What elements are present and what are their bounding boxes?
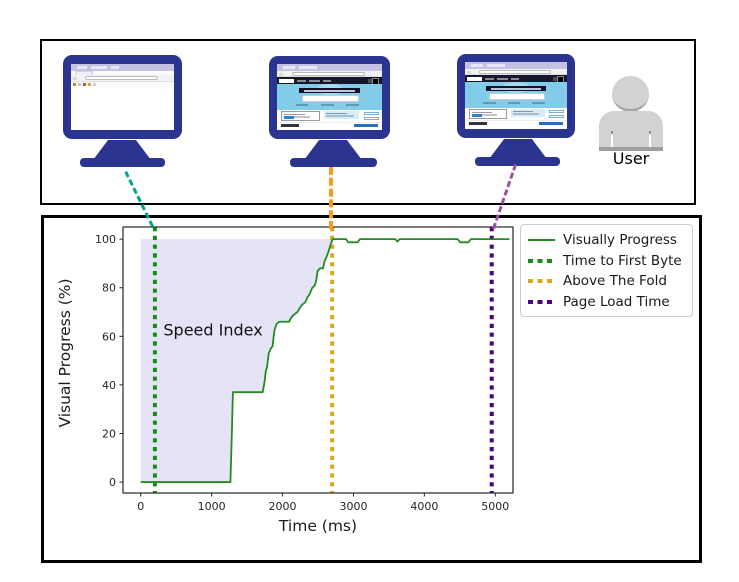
webpage-navbar <box>465 75 567 83</box>
y-axis-label: Visual Progress (%) <box>56 278 74 428</box>
url-field <box>291 72 366 76</box>
back-icon <box>73 76 77 80</box>
form-field <box>363 116 380 120</box>
monitor-base <box>290 158 377 167</box>
hero-search-box <box>302 95 359 102</box>
legend-item: Time to First Byte <box>528 251 685 272</box>
url-field <box>85 76 158 80</box>
webpage-footer <box>277 122 382 128</box>
browser-window-blank <box>71 64 174 130</box>
monitor-bezel <box>457 54 575 138</box>
hero-search-box <box>489 93 545 100</box>
monitor-neck <box>489 139 547 159</box>
svg-text:4000: 4000 <box>410 500 438 513</box>
nav-button <box>368 78 372 83</box>
connector-above-fold <box>329 167 333 229</box>
browser-toolbar <box>71 75 174 82</box>
cta-button <box>472 113 483 117</box>
legend-item: Visually Progress <box>528 230 685 251</box>
svg-text:3000: 3000 <box>339 500 367 513</box>
legend-dotted-marker <box>528 299 555 304</box>
user-avatar-head <box>612 76 649 112</box>
webpage-footer <box>465 120 567 126</box>
webpage-hero <box>465 82 567 108</box>
browser-window-loaded <box>277 64 382 130</box>
url-field <box>479 70 551 74</box>
monitor-neck <box>304 140 362 160</box>
legend-line-marker <box>528 239 555 242</box>
webpage-content <box>465 108 567 120</box>
svg-text:0: 0 <box>137 500 144 513</box>
webpage-content <box>277 110 382 122</box>
monitor-neck <box>93 140 151 160</box>
svg-text:40: 40 <box>102 379 116 392</box>
browser-toolbar <box>465 69 567 75</box>
svg-text:60: 60 <box>102 330 116 343</box>
svg-text:80: 80 <box>102 282 116 295</box>
hero-headline-banner <box>299 88 360 93</box>
svg-text:1000: 1000 <box>198 500 226 513</box>
form-field <box>549 109 565 113</box>
browser-toolbar <box>277 71 382 77</box>
speed-index-label: Speed Index <box>163 321 263 341</box>
monitor-base <box>475 157 560 166</box>
browser-states-panel <box>40 39 696 205</box>
chart-legend: Visually Progress Time to First Byte Abo… <box>520 224 693 317</box>
nav-button <box>553 76 557 81</box>
legend-item: Page Load Time <box>528 292 685 313</box>
webpage-navbar <box>277 77 382 85</box>
svg-text:5000: 5000 <box>481 500 509 513</box>
form-field <box>363 111 380 115</box>
x-axis-label: Time (ms) <box>278 517 358 535</box>
svg-text:20: 20 <box>102 427 116 440</box>
promo-box <box>324 111 359 119</box>
back-icon <box>279 72 283 76</box>
legend-dotted-marker <box>528 258 555 263</box>
svg-text:2000: 2000 <box>269 500 297 513</box>
user-avatar-body <box>599 111 663 151</box>
webpage-hero <box>277 84 382 110</box>
svg-text:100: 100 <box>95 233 116 246</box>
user-label: User <box>612 149 650 168</box>
legend-dotted-marker <box>528 279 555 284</box>
svg-text:0: 0 <box>109 476 116 489</box>
monitor-bezel <box>269 56 390 139</box>
hero-headline-banner <box>486 86 546 91</box>
browser-tabstrip <box>71 71 174 75</box>
browser-window-loaded <box>465 62 567 129</box>
site-logo <box>467 76 482 81</box>
monitor-base <box>80 158 165 167</box>
legend-item: Above The Fold <box>528 271 685 292</box>
browser-titlebar <box>465 62 567 69</box>
content-card <box>469 109 507 119</box>
promo-box <box>510 109 545 117</box>
back-icon <box>467 70 471 74</box>
chart-area: 0 1000 2000 3000 4000 5000 0 20 40 60 80 100 Time (… <box>44 218 699 560</box>
bookmark-bar <box>71 82 174 86</box>
browser-titlebar <box>71 64 174 71</box>
monitor-bezel <box>63 55 182 139</box>
form-field <box>549 114 565 118</box>
content-card <box>281 111 321 121</box>
cta-button <box>284 115 295 119</box>
browser-titlebar <box>277 64 382 71</box>
visual-progress-chart-panel: 0 1000 2000 3000 4000 5000 0 20 40 60 80 100 Time (… <box>41 215 702 563</box>
site-logo <box>279 78 294 83</box>
